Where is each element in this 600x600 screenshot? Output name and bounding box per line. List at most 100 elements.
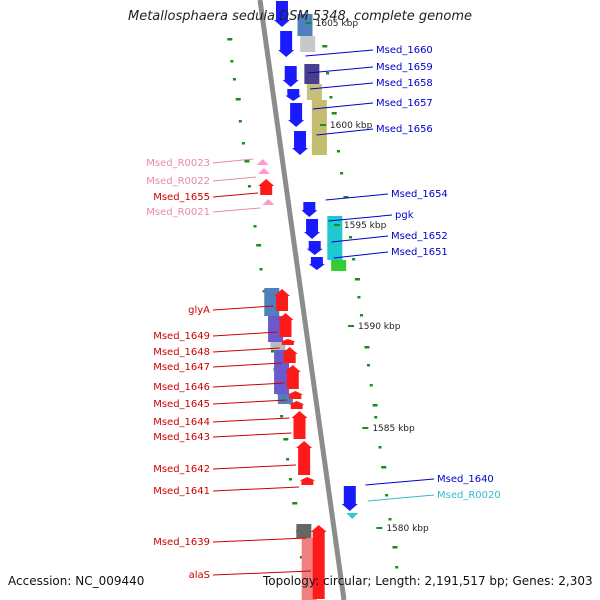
- leader-line: [367, 494, 435, 502]
- cog-block-forward: [331, 260, 347, 271]
- leader-line: [212, 176, 256, 182]
- map-title: Metallosphaera sedula DSM 5348, complete…: [127, 9, 473, 24]
- gene-label: Msed_1658: [376, 78, 433, 89]
- gc-tick: [259, 268, 263, 271]
- gene-label: Msed_1659: [376, 62, 433, 73]
- gene-label: Msed_R0021: [146, 207, 210, 218]
- backbone-line: [257, 0, 347, 600]
- gc-tick: [322, 45, 328, 48]
- forward-gene-arrow: [304, 219, 321, 239]
- gene-label: Msed_R0020: [437, 490, 501, 501]
- scale-label: 1595 kbp: [344, 221, 387, 231]
- forward-gene-arrow: [273, 1, 290, 27]
- gene-label: Msed_1645: [153, 399, 210, 410]
- leader-line: [365, 478, 435, 486]
- cog-block-reverse: [296, 524, 312, 538]
- leader-line: [212, 207, 261, 213]
- forward-gene-arrow: [341, 486, 358, 511]
- gc-tick: [283, 438, 289, 441]
- gc-tick: [381, 466, 387, 469]
- gene-label: Msed_1642: [153, 464, 210, 475]
- leader-line: [212, 486, 300, 492]
- gc-tick: [232, 78, 236, 81]
- gc-tick: [331, 112, 337, 115]
- forward-gene-arrow: [288, 103, 305, 127]
- gene-label: Msed_1646: [153, 382, 210, 393]
- gene-label: Msed_1640: [437, 474, 494, 485]
- gc-tick: [369, 384, 373, 387]
- gc-tick: [247, 185, 251, 188]
- leader-line: [309, 82, 374, 90]
- gene-label: Msed_1654: [391, 189, 448, 200]
- gene-label: Msed_R0022: [146, 176, 210, 187]
- leader-line: [307, 66, 374, 74]
- gc-tick: [366, 364, 370, 367]
- reverse-gene-arrow: [274, 289, 290, 311]
- cog-block-forward: [306, 84, 322, 100]
- leader-line: [212, 537, 307, 543]
- label-layer: 1605 kbp 1600 kbp 1595 kbp 1590 kbp 1585 kbp…: [146, 19, 501, 581]
- gc-tick: [230, 60, 234, 63]
- gc-tick: [378, 446, 382, 449]
- forward-gene-arrow: [285, 89, 302, 101]
- leader-line: [325, 193, 389, 201]
- reverse-gene-arrow: [310, 525, 327, 599]
- forward-gene-arrow: [308, 257, 325, 270]
- forward-gene-arrow: [278, 31, 295, 57]
- leader-line: [212, 432, 292, 438]
- gc-tick: [349, 236, 353, 239]
- backbone: [257, 0, 347, 600]
- reverse-gene-arrow: [288, 401, 305, 409]
- gene-label: Msed_1648: [153, 347, 210, 358]
- cog-block-forward: [327, 216, 343, 260]
- leader-line: [212, 192, 259, 198]
- forward-gene-arrow: [301, 202, 318, 217]
- leader-line: [331, 235, 389, 243]
- gene-label: Msed_R0023: [146, 158, 210, 169]
- cog-block-forward: [300, 36, 316, 52]
- reverse-gene-arrow: [291, 411, 308, 439]
- scale-label: 1605 kbp: [316, 19, 359, 29]
- gc-tick: [280, 415, 284, 418]
- gc-tick: [357, 296, 361, 299]
- gene-label: Msed_1655: [153, 192, 210, 203]
- gc-tick: [392, 546, 398, 549]
- gc-tick: [385, 494, 389, 497]
- gc-tick: [359, 314, 363, 317]
- gene-label: Msed_1643: [153, 432, 210, 443]
- leader-line: [316, 128, 374, 136]
- topology-summary: Topology: circular; Length: 2,191,517 bp…: [263, 574, 593, 588]
- forward-gene-arrow: [282, 66, 299, 87]
- gc-tick: [343, 196, 349, 199]
- gene-label: Msed_1651: [391, 247, 448, 258]
- cog-block-reverse: [277, 394, 293, 404]
- cog-block-reverse: [268, 316, 284, 342]
- rna-feature-arrow: [257, 168, 270, 174]
- gene-label: Msed_1644: [153, 417, 210, 428]
- rna-feature-arrow: [262, 199, 275, 205]
- leader-line: [212, 347, 280, 353]
- reverse-gene-arrow: [296, 441, 313, 475]
- scale-label: 1600 kbp: [330, 121, 373, 131]
- leader-line: [212, 417, 290, 423]
- gene-label: pgk: [395, 210, 414, 221]
- gc-tick: [364, 346, 370, 349]
- gc-tick: [256, 244, 262, 247]
- gc-tick: [292, 502, 298, 505]
- leader-line: [212, 362, 282, 368]
- gc-tick: [262, 290, 266, 293]
- gc-tick: [372, 404, 378, 407]
- cog-block-forward: [297, 14, 313, 36]
- forward-gene-arrow: [306, 241, 323, 255]
- leader-line: [312, 102, 374, 110]
- rna-feature-arrow: [346, 513, 359, 519]
- leader-line: [212, 399, 288, 405]
- gc-tick: [340, 172, 344, 175]
- gc-tick: [288, 478, 292, 481]
- gene-label: Msed_1647: [153, 362, 210, 373]
- gene-label: Msed_1656: [376, 124, 433, 135]
- gene-track: [256, 1, 359, 599]
- gene-label: glyA: [188, 305, 210, 316]
